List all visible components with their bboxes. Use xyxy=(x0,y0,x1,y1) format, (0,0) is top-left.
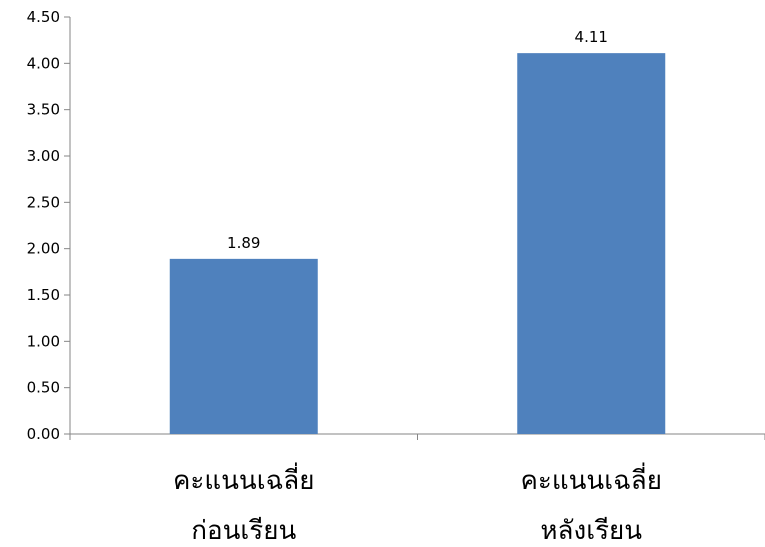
category-labels: คะแนนเฉลี่ยก่อนเรียน คะแนนเฉลี่ยหลังเรียน xyxy=(173,462,662,546)
y-axis: 0.00 0.50 1.00 1.50 2.00 2.50 3.00 3.50 4.00 4.50 xyxy=(27,8,71,443)
data-label: 1.89 xyxy=(227,234,260,252)
category-label: คะแนนเฉลี่ย xyxy=(521,462,662,496)
category-label: ก่อนเรียน xyxy=(191,516,296,546)
data-labels: 1.89 4.11 xyxy=(227,28,608,252)
y-tick-label: 2.00 xyxy=(27,240,60,258)
y-tick-label: 3.50 xyxy=(27,101,60,119)
category-label: คะแนนเฉลี่ย xyxy=(173,462,314,496)
y-tick-label: 4.50 xyxy=(27,8,60,26)
bar xyxy=(517,53,666,434)
bar xyxy=(169,258,318,434)
y-tick-label: 1.50 xyxy=(27,286,60,304)
bars xyxy=(169,53,666,434)
y-tick-label: 0.50 xyxy=(27,379,60,397)
x-axis xyxy=(69,433,765,440)
data-label: 4.11 xyxy=(575,28,608,46)
category-label: หลังเรียน xyxy=(540,516,642,546)
y-tick-label: 4.00 xyxy=(27,54,60,72)
y-tick-label: 3.00 xyxy=(27,147,60,165)
y-tick-label: 1.00 xyxy=(27,332,60,350)
y-tick-label: 0.00 xyxy=(27,425,60,443)
y-tick-label: 2.50 xyxy=(27,193,60,211)
